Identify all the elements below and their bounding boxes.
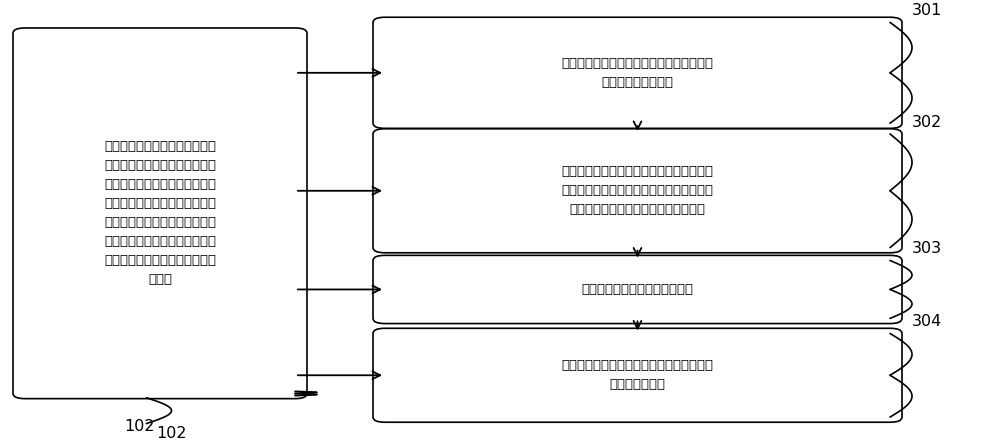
Text: 针对每个雷达帧，基于其对应的
距离多普勒散射中心能量矩阵，
确定每个距离单元的噪声能量估
计的真值，并根据所述每个距离
单元的噪声能量估计的真值，计
算每个距离: 针对每个雷达帧，基于其对应的 距离多普勒散射中心能量矩阵， 确定每个距离单元的噪…	[104, 140, 216, 286]
Text: 根据所述散射中心，计算每个距离单元的噪
声能量的估计值: 根据所述散射中心，计算每个距离单元的噪 声能量的估计值	[562, 359, 714, 391]
Text: 302: 302	[912, 114, 942, 130]
Text: 针对每个雷达帧，计算每个距离单元对应的
散射中心能量的均值: 针对每个雷达帧，计算每个距离单元对应的 散射中心能量的均值	[562, 57, 714, 89]
FancyBboxPatch shape	[13, 28, 307, 399]
Text: 102: 102	[125, 419, 155, 434]
Text: 针对每个雷达帧，设每个距离单元噪声能量
估计系数初始值、最大值、以及搜索步长，
计算每个距离单元的噪声能量估计系数: 针对每个雷达帧，设每个距离单元噪声能量 估计系数初始值、最大值、以及搜索步长， …	[562, 165, 714, 216]
Text: 301: 301	[912, 3, 942, 18]
Text: 304: 304	[912, 314, 942, 329]
FancyBboxPatch shape	[373, 328, 902, 422]
FancyBboxPatch shape	[373, 129, 902, 253]
Text: 102: 102	[157, 426, 187, 441]
FancyBboxPatch shape	[373, 17, 902, 128]
Text: 303: 303	[912, 241, 942, 256]
Text: 设能量小于预设门限的散射中心: 设能量小于预设门限的散射中心	[582, 283, 694, 296]
FancyBboxPatch shape	[373, 255, 902, 324]
